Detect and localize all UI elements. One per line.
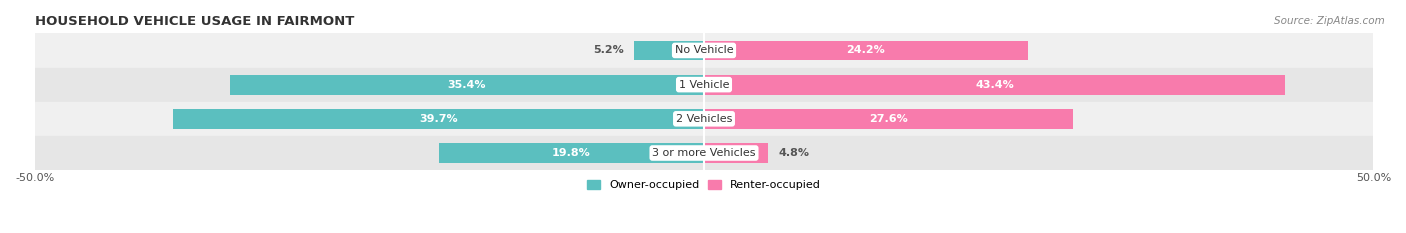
Bar	[704, 143, 768, 163]
Bar	[704, 75, 1285, 95]
Bar	[35, 102, 1374, 136]
Bar	[231, 75, 704, 95]
Text: 43.4%: 43.4%	[976, 80, 1014, 90]
Text: Source: ZipAtlas.com: Source: ZipAtlas.com	[1274, 16, 1385, 26]
Text: 35.4%: 35.4%	[447, 80, 486, 90]
Text: HOUSEHOLD VEHICLE USAGE IN FAIRMONT: HOUSEHOLD VEHICLE USAGE IN FAIRMONT	[35, 15, 354, 28]
Text: 3 or more Vehicles: 3 or more Vehicles	[652, 148, 756, 158]
Text: 4.8%: 4.8%	[779, 148, 810, 158]
Text: 39.7%: 39.7%	[419, 114, 457, 124]
Bar	[35, 33, 1374, 68]
Bar	[439, 143, 704, 163]
Text: 27.6%: 27.6%	[869, 114, 908, 124]
Bar	[173, 109, 704, 129]
Text: 19.8%: 19.8%	[553, 148, 591, 158]
Text: 5.2%: 5.2%	[593, 45, 624, 55]
Bar	[634, 41, 704, 60]
Text: No Vehicle: No Vehicle	[675, 45, 734, 55]
Text: 2 Vehicles: 2 Vehicles	[676, 114, 733, 124]
Bar	[35, 68, 1374, 102]
Bar	[35, 136, 1374, 170]
Bar	[704, 109, 1074, 129]
Bar	[704, 41, 1028, 60]
Legend: Owner-occupied, Renter-occupied: Owner-occupied, Renter-occupied	[582, 176, 825, 195]
Text: 24.2%: 24.2%	[846, 45, 886, 55]
Text: 1 Vehicle: 1 Vehicle	[679, 80, 730, 90]
